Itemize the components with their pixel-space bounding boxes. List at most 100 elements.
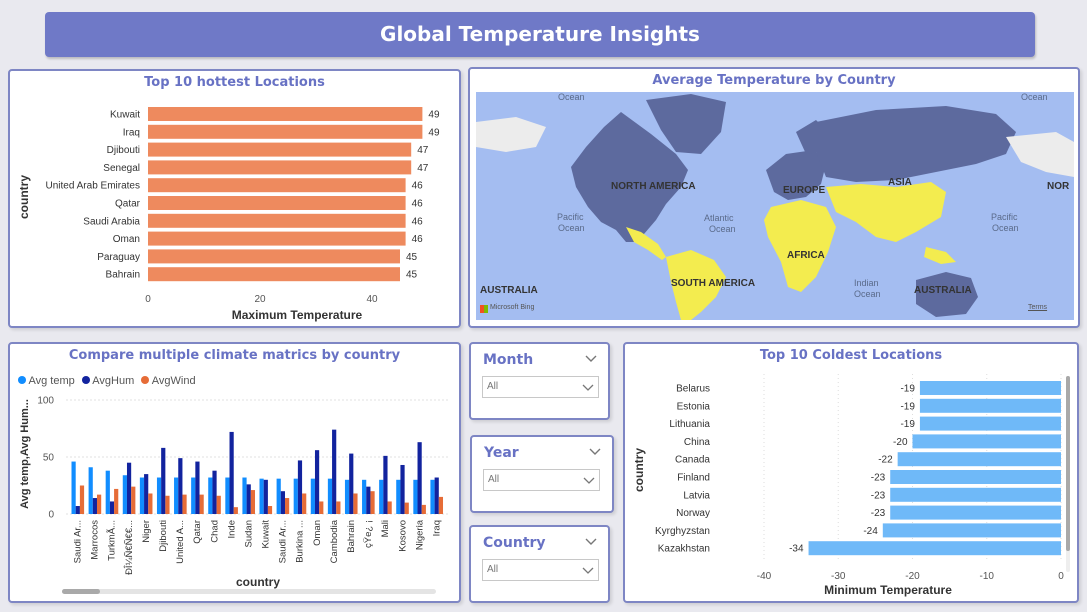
climate-bar-avg-temp xyxy=(191,477,196,514)
climate-bar-avgwind xyxy=(438,496,444,514)
climate-bar-avghum xyxy=(178,458,183,514)
scrollbar-thumb[interactable] xyxy=(62,589,100,594)
map-label-asia: ASIA xyxy=(888,177,912,188)
coldest-bar xyxy=(882,523,1061,538)
year-slicer-title: Year xyxy=(484,445,519,461)
year-collapse-chevron-icon[interactable] xyxy=(588,445,602,457)
climate-bar-avgwind xyxy=(319,501,324,514)
climate-bar-avg-temp xyxy=(310,478,315,514)
coldest-y-axis-title: country xyxy=(632,448,646,492)
map-terms-link[interactable]: Terms xyxy=(1028,304,1048,311)
climate-bar-avghum xyxy=(383,455,388,514)
map-label-indian-ocean: Ocean xyxy=(854,289,881,299)
climate-x-axis-title: country xyxy=(236,575,280,589)
coldest-bar xyxy=(919,398,1061,413)
map-label-nor: NOR xyxy=(1047,181,1070,192)
legend-label-avg-temp: Avg temp xyxy=(28,375,75,387)
climate-panel: Compare multiple climate matrics by coun… xyxy=(8,342,461,603)
climate-bar-avgwind xyxy=(79,485,85,514)
climate-category-label: Saudi Ar... xyxy=(73,520,84,563)
europe-shape xyxy=(766,150,826,200)
climate-bar-avghum xyxy=(92,498,97,514)
hottest-bar xyxy=(148,267,400,282)
climate-category-label: Djibouti xyxy=(158,520,169,552)
climate-bar-avg-temp xyxy=(276,478,281,514)
hottest-locations-panel: Top 10 hottest Locations Kuwait 49 Iraq 49 D… xyxy=(8,69,461,328)
month-dropdown[interactable]: All xyxy=(482,376,599,398)
map-label-pacific-left-ocean: Ocean xyxy=(558,223,585,233)
climate-bar-avgwind xyxy=(353,493,358,514)
country-slicer: Country All xyxy=(469,525,610,603)
climate-bar-avgwind xyxy=(199,494,204,514)
climate-bar-avgwind xyxy=(96,494,102,514)
climate-bar-avghum xyxy=(144,474,149,514)
hottest-category-label: Oman xyxy=(113,234,140,245)
map-label-atlantic-ocean: Ocean xyxy=(709,224,736,234)
horizontal-scrollbar[interactable] xyxy=(62,589,436,594)
climate-bar-avg-temp xyxy=(88,467,93,514)
legend-dot-avg-hum xyxy=(81,376,90,384)
climate-bar-avgwind xyxy=(131,486,136,514)
climate-bar-avgwind xyxy=(250,490,256,514)
south-america-shape xyxy=(666,250,726,320)
hottest-bar xyxy=(148,231,406,246)
country-collapse-chevron-icon[interactable] xyxy=(584,535,598,547)
climate-bar-avghum xyxy=(246,484,251,514)
coldest-value-label: -20 xyxy=(893,437,908,448)
coldest-category-label: Lithuania xyxy=(669,419,710,430)
coldest-value-label: -34 xyxy=(789,544,804,555)
hottest-value-label: 47 xyxy=(417,163,429,174)
climate-y-axis-title: Avg temp,Avg Hum... xyxy=(19,399,31,509)
climate-category-label: Oman xyxy=(312,520,323,546)
north-america-shape xyxy=(571,112,688,242)
coldest-category-label: Kyrghyzstan xyxy=(655,526,710,537)
hottest-x-tick: 40 xyxy=(366,294,378,305)
climate-legend: Avg temp AvgHum AvgWind xyxy=(18,375,196,387)
climate-category-label: United A... xyxy=(175,520,186,564)
hottest-bar xyxy=(148,196,406,210)
climate-bar-avghum xyxy=(195,461,200,514)
coldest-bar xyxy=(919,416,1061,431)
map-label-atlantic: Atlantic xyxy=(704,213,734,223)
year-dropdown[interactable]: All xyxy=(483,469,600,491)
asia-north-shape xyxy=(816,106,1016,182)
map-label-south-america: SOUTH AMERICA xyxy=(671,278,756,289)
coldest-category-label: Estonia xyxy=(677,401,711,412)
climate-bar-avg-temp xyxy=(259,478,264,514)
map-label-ocean-top-left: Ocean xyxy=(558,92,585,102)
climate-chart: 0 50 100 Saudi Ar... Marrocos TurkmÃ... ĐÎ¼Ñ€Ñ… xyxy=(19,396,450,589)
vertical-scrollbar[interactable] xyxy=(1066,376,1070,572)
hottest-category-label: Senegal xyxy=(103,163,140,174)
coldest-value-label: -23 xyxy=(871,508,886,519)
world-map[interactable] xyxy=(476,92,1074,320)
greenland-shape xyxy=(646,94,726,154)
hottest-category-label: Paraguay xyxy=(97,252,140,263)
coldest-value-label: -23 xyxy=(871,490,886,501)
country-dropdown[interactable]: All xyxy=(482,559,599,581)
month-collapse-chevron-icon[interactable] xyxy=(584,352,598,364)
climate-bar-avgwind xyxy=(267,506,273,514)
country-slicer-title: Country xyxy=(483,535,546,551)
climate-bar-avghum xyxy=(297,460,303,514)
hottest-category-label: Saudi Arabia xyxy=(83,216,140,227)
mexico-shape xyxy=(626,227,666,260)
hottest-bar xyxy=(148,124,423,139)
climate-category-label: Sudan xyxy=(243,520,254,547)
map-attribution: Microsoft Bing xyxy=(490,304,535,311)
coldest-category-label: China xyxy=(684,437,711,448)
country-dropdown-value: All xyxy=(487,564,499,575)
map-label-australia-left: AUSTRALIA xyxy=(480,285,538,296)
vertical-scrollbar-thumb[interactable] xyxy=(1066,376,1070,551)
legend-dot-avg-wind xyxy=(141,376,150,384)
climate-bar-avgwind xyxy=(284,498,290,514)
climate-bar-avgwind xyxy=(114,488,119,514)
hottest-x-tick: 20 xyxy=(254,294,266,305)
coldest-value-label: -19 xyxy=(900,419,915,430)
map-label-pacific-right: Pacific xyxy=(991,212,1018,222)
climate-bar-avghum xyxy=(417,442,422,514)
climate-category-label: Kuwait xyxy=(261,520,272,549)
climate-bar-avghum xyxy=(332,429,337,514)
climate-category-label: Qatar xyxy=(192,520,203,544)
climate-bar-avgwind xyxy=(387,501,392,514)
climate-bar-avgwind xyxy=(216,495,221,514)
